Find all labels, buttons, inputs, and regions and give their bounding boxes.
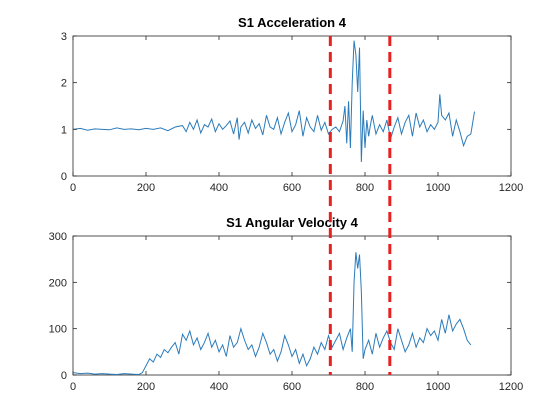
x-tick-label: 0 xyxy=(70,381,76,393)
y-tick-label: 200 xyxy=(49,277,67,289)
y-tick-label: 2 xyxy=(61,78,67,90)
x-tick-label: 400 xyxy=(210,381,228,393)
x-tick-label: 400 xyxy=(210,182,228,194)
y-tick-label: 1 xyxy=(61,124,67,136)
y-tick-label: 0 xyxy=(61,171,67,183)
x-tick-label: 200 xyxy=(137,381,155,393)
y-tick-label: 3 xyxy=(61,31,67,43)
x-tick-label: 0 xyxy=(70,182,76,194)
chart-title: S1 Acceleration 4 xyxy=(238,15,347,30)
y-tick-label: 100 xyxy=(49,324,67,336)
x-tick-label: 800 xyxy=(356,381,374,393)
x-tick-label: 1200 xyxy=(499,381,523,393)
subplot-2: 0 200 400 600 800 1000 1200 0 100 200 300 S1 Angula… xyxy=(49,215,524,393)
x-tick-label: 1000 xyxy=(426,182,450,194)
series-line-1 xyxy=(73,252,472,375)
plot-frame xyxy=(72,235,512,376)
x-tick-label: 200 xyxy=(137,182,155,194)
x-tick-label: 600 xyxy=(283,182,301,194)
plot-frame xyxy=(72,35,512,177)
x-tick-label: 800 xyxy=(356,182,374,194)
y-tick-label: 300 xyxy=(49,231,67,243)
x-tick-label: 1200 xyxy=(499,182,523,194)
y-tick-label: 0 xyxy=(61,370,67,382)
subplot-1: 0 200 400 600 800 1000 1200 0 1 2 3 S1 Acceleration… xyxy=(61,15,523,194)
series-line-1 xyxy=(73,40,475,163)
chart-title: S1 Angular Velocity 4 xyxy=(226,215,359,230)
x-tick-label: 600 xyxy=(283,381,301,393)
x-tick-label: 1000 xyxy=(426,381,450,393)
